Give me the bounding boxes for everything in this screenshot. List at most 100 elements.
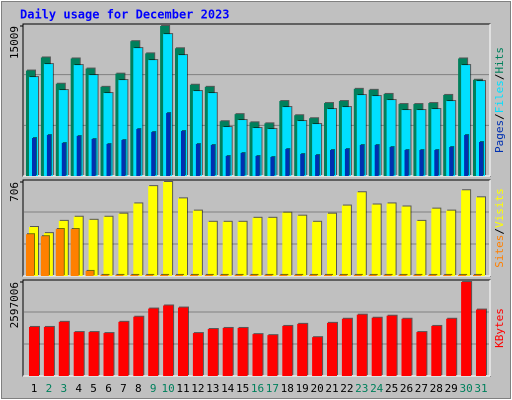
- bar: [181, 131, 185, 176]
- bar: [73, 65, 83, 176]
- bar: [76, 136, 81, 176]
- bar: [449, 147, 454, 176]
- bar: [118, 213, 128, 276]
- bar-shadow: [474, 273, 482, 275]
- x-tick-label: 26: [400, 382, 413, 395]
- bar-shadow: [205, 273, 214, 275]
- bar: [279, 274, 288, 276]
- bar: [103, 93, 113, 176]
- x-tick-label: 20: [310, 382, 323, 395]
- bar: [237, 120, 247, 176]
- legend-separator: /: [493, 113, 506, 120]
- bar: [26, 234, 34, 276]
- bar: [145, 274, 154, 276]
- bar: [207, 329, 218, 376]
- bar: [374, 145, 379, 176]
- bar: [341, 205, 351, 276]
- bar: [416, 332, 427, 376]
- bar: [252, 217, 262, 276]
- bar: [55, 229, 64, 276]
- bar: [431, 208, 441, 276]
- bar-shadow: [325, 273, 333, 275]
- bar: [476, 309, 486, 376]
- bar: [237, 327, 248, 376]
- bar: [446, 318, 457, 376]
- y-tick-label: 2597006: [8, 282, 21, 328]
- bar: [476, 197, 485, 276]
- bar: [46, 135, 51, 176]
- bar: [61, 143, 66, 176]
- legend-entry: Sites: [493, 235, 506, 268]
- bar: [309, 274, 318, 276]
- bar: [234, 274, 243, 276]
- x-tick-label: 24: [370, 382, 384, 395]
- bar: [356, 314, 367, 376]
- bar: [473, 274, 481, 276]
- bar: [222, 327, 233, 376]
- x-tick-label: 21: [325, 382, 338, 395]
- x-tick-label: 28: [430, 382, 443, 395]
- bar: [461, 65, 471, 176]
- bar: [371, 204, 381, 276]
- bar-shadow: [250, 273, 259, 275]
- bar: [464, 135, 469, 176]
- bar: [386, 315, 397, 376]
- x-tick-label: 19: [296, 382, 309, 395]
- bar: [401, 318, 412, 376]
- bar: [148, 308, 159, 376]
- bar: [461, 282, 472, 376]
- x-tick-label: 7: [120, 382, 127, 395]
- bar: [252, 334, 263, 376]
- bar: [32, 138, 36, 176]
- bar: [192, 333, 203, 376]
- bar: [240, 153, 245, 176]
- x-tick-label: 31: [474, 382, 487, 395]
- bar: [204, 274, 213, 276]
- bar: [163, 182, 173, 276]
- bar: [70, 229, 79, 276]
- bar: [312, 337, 323, 376]
- x-tick-label: 9: [150, 382, 157, 395]
- bar-shadow: [295, 273, 304, 275]
- bar-shadow: [176, 273, 184, 275]
- bar: [130, 274, 139, 276]
- bar: [434, 150, 439, 176]
- bar: [285, 149, 290, 176]
- bar: [267, 335, 278, 376]
- bar: [413, 274, 422, 276]
- bar: [136, 129, 141, 176]
- bar: [419, 150, 424, 176]
- x-tick-label: 8: [135, 382, 142, 395]
- bar: [207, 93, 217, 176]
- x-tick-label: 5: [90, 382, 97, 395]
- bar: [88, 75, 98, 176]
- bar: [327, 109, 336, 176]
- bar: [446, 210, 456, 276]
- bar: [178, 55, 187, 176]
- bar: [192, 210, 202, 276]
- x-tick-label: 16: [251, 382, 264, 395]
- bar: [327, 322, 337, 376]
- bar: [282, 325, 293, 376]
- bar: [458, 274, 467, 276]
- bar: [312, 124, 322, 176]
- bar: [43, 326, 54, 376]
- bar: [88, 219, 98, 276]
- x-tick-label: 14: [221, 382, 235, 395]
- bar: [252, 128, 262, 176]
- bar: [237, 221, 247, 276]
- bar: [255, 156, 260, 176]
- bar-shadow: [369, 273, 378, 275]
- legend: Pages/Files/Hits: [493, 47, 506, 153]
- bar: [133, 48, 143, 177]
- bar: [121, 140, 126, 176]
- bar: [386, 203, 396, 276]
- x-tick-label: 30: [459, 382, 472, 395]
- bar: [282, 107, 292, 176]
- bar: [371, 317, 382, 376]
- bar-shadow: [101, 273, 110, 275]
- bar: [133, 316, 144, 376]
- bar: [148, 60, 158, 176]
- bar: [148, 186, 158, 276]
